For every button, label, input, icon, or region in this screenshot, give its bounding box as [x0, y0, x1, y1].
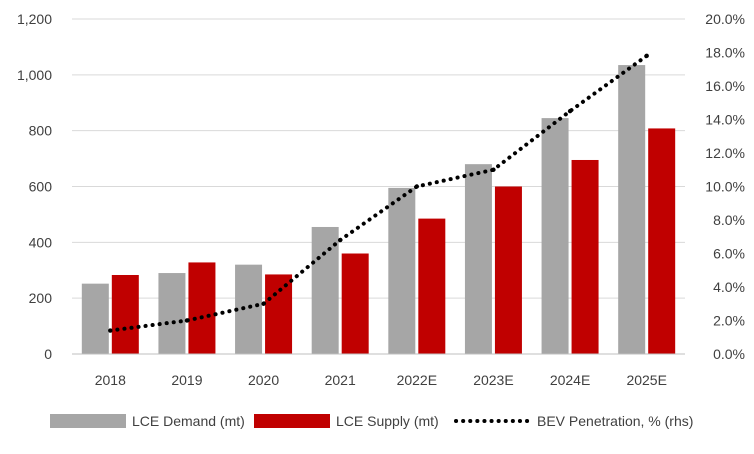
x-tick-label: 2024E: [550, 372, 590, 388]
x-tick-label: 2025E: [626, 372, 666, 388]
supply-bar: [648, 128, 676, 354]
x-tick-label: 2019: [171, 372, 202, 388]
x-tick-label: 2023E: [473, 372, 513, 388]
y-right-tick-label: 2.0%: [713, 313, 745, 329]
supply-bar: [111, 274, 139, 354]
supply-bar: [494, 186, 522, 354]
y-left-tick-label: 1,000: [17, 67, 52, 83]
y-right-tick-label: 18.0%: [705, 45, 745, 61]
axes: 0 200 400 600 800 1,000 1,200 0.0% 2.0% 4.0% 6.0% 8…: [17, 11, 745, 388]
bev-point: [414, 184, 420, 189]
legend-swatch-supply: [254, 414, 330, 428]
supply-bar: [571, 159, 599, 354]
y-left-tick-label: 1,200: [17, 11, 52, 27]
bev-point: [184, 318, 190, 323]
y-left-tick-label: 600: [29, 179, 53, 195]
bev-point: [644, 53, 649, 59]
x-tick-label: 2022E: [397, 372, 437, 388]
bev-point: [491, 167, 496, 172]
y-left-tick-label: 0: [44, 346, 52, 362]
bev-point: [261, 301, 266, 306]
y-right-tick-label: 4.0%: [713, 279, 745, 295]
demand-bar: [464, 164, 492, 354]
y-left-tick-label: 400: [29, 234, 53, 250]
demand-bar: [311, 226, 339, 354]
y-right-tick-label: 16.0%: [705, 78, 745, 94]
y-right-tick-label: 8.0%: [713, 212, 745, 228]
supply-bar: [341, 253, 369, 354]
y-right-tick-label: 14.0%: [705, 112, 745, 128]
supply-bar: [418, 218, 446, 354]
y-right-tick-label: 10.0%: [705, 179, 745, 195]
bars: [81, 65, 676, 355]
y-right-tick-label: 6.0%: [713, 246, 745, 262]
y-left-tick-label: 200: [29, 290, 53, 306]
x-tick-label: 2021: [325, 372, 356, 388]
demand-bar: [235, 264, 263, 354]
y-right-tick-label: 20.0%: [705, 11, 745, 27]
supply-bar: [265, 274, 293, 354]
x-tick-label: 2020: [248, 372, 279, 388]
y-right-tick-label: 0.0%: [713, 346, 745, 362]
bev-point: [337, 237, 343, 243]
bev-point: [567, 108, 573, 114]
x-tick-label: 2018: [95, 372, 126, 388]
demand-bar: [541, 118, 569, 355]
demand-bar: [158, 273, 186, 354]
demand-bar: [618, 65, 646, 354]
y-right-tick-label: 12.0%: [705, 145, 745, 161]
bev-line: [108, 53, 649, 333]
legend: LCE Demand (mt) LCE Supply (mt) BEV Penetr…: [50, 413, 693, 429]
demand-bar: [81, 283, 109, 354]
bev-point: [108, 328, 113, 333]
y-left-tick-label: 800: [29, 123, 53, 139]
legend-swatch-demand: [50, 414, 126, 428]
bev-penetration-line: [108, 53, 649, 333]
supply-bar: [188, 262, 216, 354]
legend-label-demand: LCE Demand (mt): [132, 413, 245, 429]
legend-label-bev: BEV Penetration, % (rhs): [537, 413, 693, 429]
legend-label-supply: LCE Supply (mt): [336, 413, 439, 429]
demand-bar: [388, 187, 416, 354]
